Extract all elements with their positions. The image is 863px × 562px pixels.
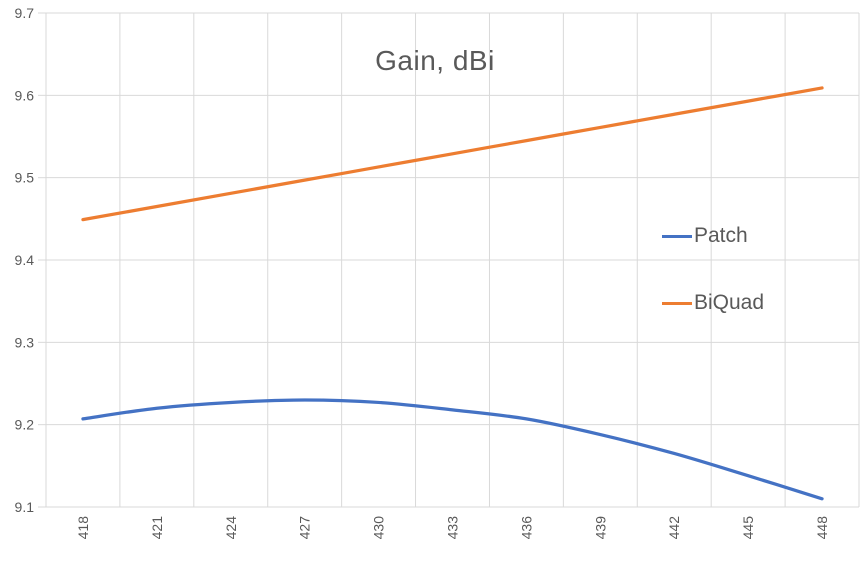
y-axis-label: 9.7 bbox=[15, 5, 35, 21]
legend-item-patch: Patch bbox=[662, 221, 764, 251]
y-axis-label: 9.4 bbox=[15, 252, 35, 268]
x-axis-label: 442 bbox=[666, 516, 682, 540]
x-axis-label: 445 bbox=[740, 516, 756, 540]
biquad-legend-line-icon bbox=[662, 301, 692, 305]
y-axis-label: 9.2 bbox=[15, 417, 35, 433]
y-axis-label: 9.3 bbox=[15, 334, 35, 350]
x-axis-label: 430 bbox=[371, 516, 387, 540]
legend: Patch BiQuad bbox=[662, 221, 764, 318]
x-axis-label: 448 bbox=[814, 516, 830, 540]
legend-label-patch: Patch bbox=[694, 224, 748, 247]
x-axis-label: 439 bbox=[592, 516, 608, 540]
y-axis-label: 9.1 bbox=[15, 499, 35, 515]
x-axis-label: 418 bbox=[75, 516, 91, 540]
series-line-biquad bbox=[81, 86, 824, 222]
chart-title: Gain, dBi bbox=[375, 45, 495, 76]
y-axis-label: 9.6 bbox=[15, 87, 35, 103]
x-axis-label: 436 bbox=[518, 516, 534, 540]
x-axis-label: 421 bbox=[149, 516, 165, 540]
patch-legend-line-icon bbox=[662, 234, 692, 238]
legend-label-biquad: BiQuad bbox=[694, 291, 765, 314]
x-axis-label: 424 bbox=[223, 516, 239, 540]
legend-item-biquad: BiQuad bbox=[662, 288, 764, 318]
series-line-patch bbox=[81, 398, 824, 501]
x-axis-label: 433 bbox=[445, 516, 461, 540]
y-axis-label: 9.5 bbox=[15, 170, 35, 186]
x-axis-label: 427 bbox=[297, 516, 313, 540]
